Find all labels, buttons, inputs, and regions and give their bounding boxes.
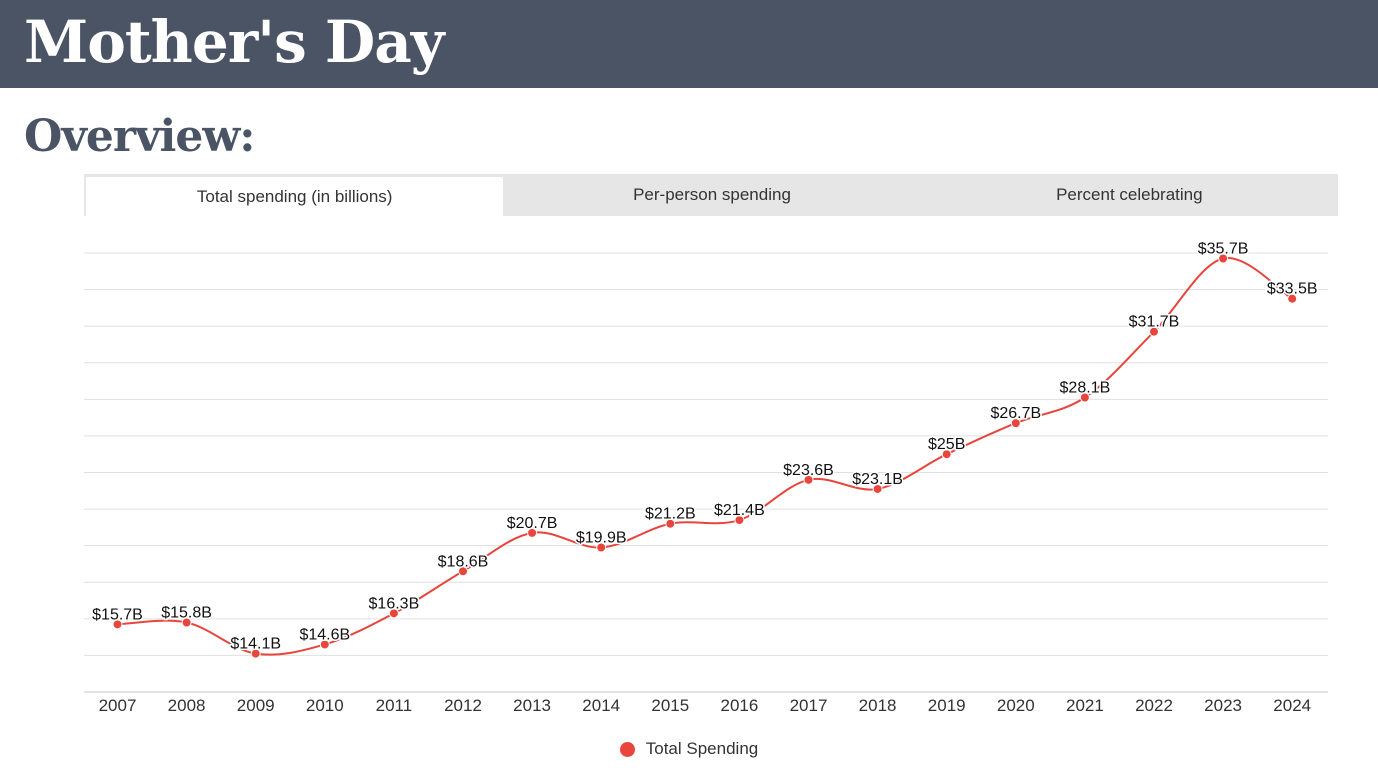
data-label: $28.1B [1060,380,1111,397]
x-tick-label: 2016 [720,696,758,715]
section-title: Overview: [24,111,255,162]
x-tick-label: 2008 [168,696,206,715]
x-tick-label: 2023 [1204,696,1242,715]
data-point [803,474,814,485]
data-point [941,449,952,460]
data-point [665,518,676,529]
x-tick-label: 2020 [997,696,1035,715]
data-label: $16.3B [369,595,420,612]
x-tick-label: 2017 [790,696,828,715]
x-tick-label: 2007 [99,696,137,715]
data-point [596,542,607,553]
x-tick-label: 2014 [582,696,620,715]
chart-legend[interactable]: Total Spending [0,736,1378,762]
data-label: $19.9B [576,529,627,546]
data-point [1287,293,1298,304]
tab-per-person-spending[interactable]: Per-person spending [633,185,791,204]
data-point [1149,326,1159,337]
data-point [734,515,745,526]
x-tick-label: 2010 [306,696,344,715]
data-point [181,617,192,628]
data-label: $20.7B [507,515,558,532]
data-label: $21.4B [714,502,765,519]
tab-percent-celebrating[interactable]: Percent celebrating [1056,185,1203,204]
data-point [112,619,123,630]
data-label: $23.6B [783,462,834,479]
series-line-total-spending [117,257,1293,656]
legend-marker [619,741,635,757]
legend-label: Total Spending [645,739,759,758]
line-chart: 2007 2008 2009 2010 2011 2012 2013 2014 2015 2016… [84,239,1328,715]
data-point [1218,253,1229,264]
data-label: $15.8B [161,604,212,621]
x-tick-label: 2011 [376,696,413,715]
x-tick-label: 2015 [651,696,689,715]
chart-tabs: Total spending (in billions) Per-person … [84,174,1338,216]
tab-total-spending[interactable]: Total spending (in billions) [86,177,504,216]
data-point [458,566,468,577]
data-label: $14.6B [299,626,350,643]
data-label: $14.1B [230,636,281,653]
x-tick-label: 2022 [1135,696,1173,715]
data-label: $26.7B [990,405,1041,422]
data-point [250,648,261,659]
x-tick-label: 2013 [513,696,551,715]
data-label: $18.6B [438,553,489,570]
x-tick-label: 2009 [237,696,275,715]
data-label: $31.7B [1129,314,1180,331]
data-label: $23.1B [852,471,903,488]
data-point [319,639,330,650]
data-label: $33.5B [1267,281,1318,298]
data-label: $15.7B [92,606,143,623]
data-label: $25B [928,436,965,453]
header-banner: Mother's Day [0,0,1378,88]
x-tick-label: 2019 [928,696,966,715]
data-point [527,527,538,538]
x-tick-label: 2024 [1273,696,1311,715]
data-point [1010,418,1021,429]
x-tick-label: 2018 [859,696,897,715]
data-point [1079,392,1090,403]
data-point [388,608,399,619]
x-tick-label: 2012 [444,696,482,715]
data-point [872,483,883,494]
data-label: $21.2B [645,506,696,523]
data-label: $35.7B [1198,240,1249,257]
page-title: Mother's Day [24,8,444,76]
x-tick-label: 2021 [1066,696,1104,715]
